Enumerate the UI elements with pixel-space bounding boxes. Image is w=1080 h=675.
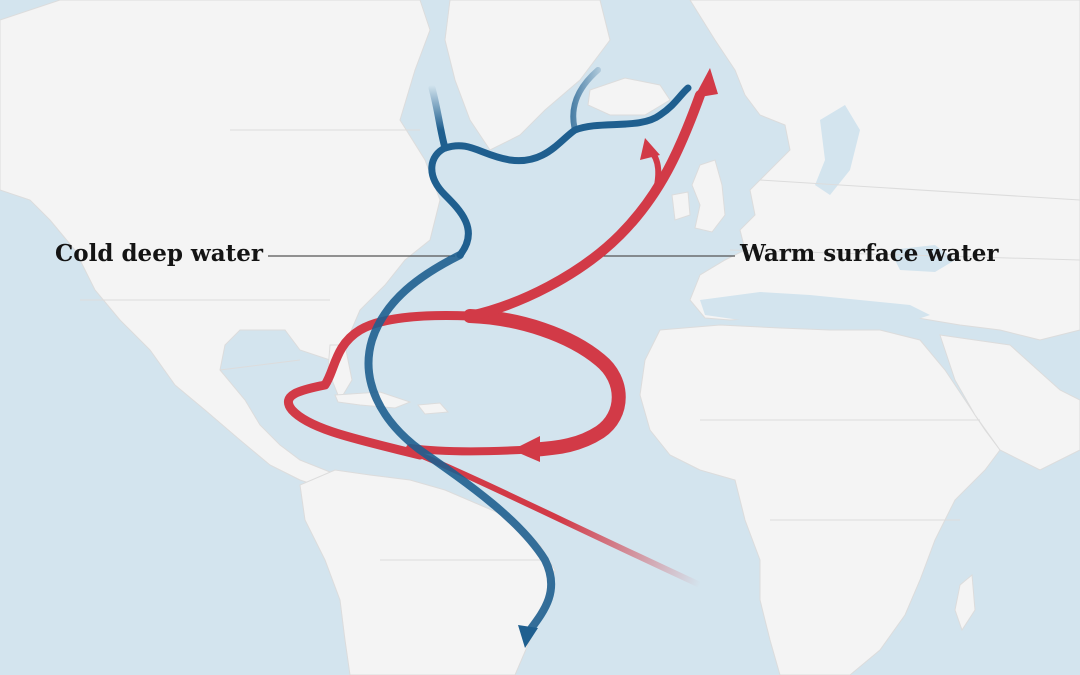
- ireland: [671, 191, 691, 221]
- eurasia: [689, 0, 1080, 341]
- greenland: [444, 0, 611, 151]
- cold-current: [364, 67, 692, 634]
- warm-current-gyre-top: [463, 309, 626, 457]
- cold-current-north-branch: [428, 84, 449, 152]
- black-sea: [890, 245, 955, 272]
- baltic-sea: [815, 105, 860, 195]
- cold-current-main: [364, 251, 556, 634]
- arabia: [939, 334, 1080, 471]
- cold-deep-water-label: Cold deep water: [55, 240, 263, 267]
- warm-current-caribbean: [284, 311, 475, 460]
- great-britain: [691, 159, 726, 233]
- cold-current-fork: [570, 67, 601, 133]
- africa: [639, 324, 1001, 675]
- arrow-head-icon: [518, 625, 538, 648]
- warm-current-gulf-stream: [465, 90, 705, 321]
- cold-current-labrador: [428, 144, 472, 259]
- arrow-head-icon: [640, 138, 660, 160]
- borders: [80, 129, 1080, 561]
- arrow-head-icon: [694, 68, 718, 98]
- hispaniola: [417, 402, 450, 415]
- arrow-head-icon: [512, 436, 540, 462]
- madagascar: [954, 574, 976, 632]
- iceland: [587, 77, 671, 116]
- cuba: [334, 391, 412, 409]
- mediterranean-sea: [700, 292, 930, 325]
- warm-surface-water-label: Warm surface water: [740, 240, 999, 267]
